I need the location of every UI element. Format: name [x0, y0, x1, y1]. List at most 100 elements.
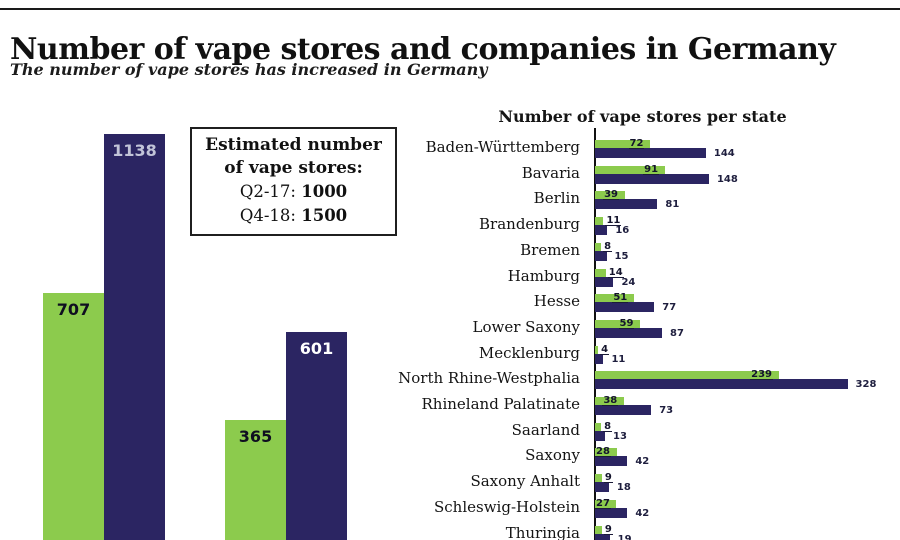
- state-navy-bar: [595, 379, 848, 390]
- state-green-value-label: 38: [602, 395, 619, 406]
- state-green-bar: [595, 448, 617, 457]
- state-label: Schleswig-Holstein: [434, 497, 580, 516]
- state-label: Bremen: [520, 240, 580, 259]
- estimate-entry-q4-18: Q4-18: 1500: [192, 204, 395, 228]
- state-navy-bar: [595, 148, 706, 158]
- state-navy-value-label: 16: [615, 225, 630, 237]
- state-label: Hesse: [533, 292, 580, 311]
- state-label: Lower Saxony: [472, 317, 581, 336]
- page-title: Number of vape stores and companies in G…: [10, 32, 836, 68]
- state-green-bar: [595, 140, 651, 148]
- state-label: Hamburg: [507, 266, 580, 285]
- state-green-value-label: 14: [607, 266, 624, 278]
- top-divider: [0, 8, 900, 10]
- summary-navy-bar-2-value-label: 601: [299, 339, 334, 359]
- state-label: Baden-Württemberg: [425, 138, 580, 156]
- estimate-box-line1: Estimated number: [205, 135, 382, 155]
- state-green-value-label: 4: [600, 343, 610, 355]
- state-green-bar: [595, 191, 626, 200]
- state-navy-value-label: 24: [621, 276, 636, 288]
- state-navy-bar: [595, 276, 614, 287]
- estimate-box: Estimated number of vape stores: Q2-17: …: [190, 127, 397, 236]
- state-green-bar: [595, 319, 641, 328]
- estimate-entry-label: Q2-17:: [239, 182, 296, 201]
- summary-navy-bar-1-value-label: 1138: [112, 140, 157, 160]
- estimate-entry-value: 1500: [301, 206, 348, 225]
- state-green-value-label: 28: [595, 446, 611, 458]
- page-subtitle: The number of vape stores has increased …: [10, 60, 488, 79]
- state-navy-value-label: 148: [716, 173, 738, 185]
- state-navy-value-label: 42: [635, 507, 650, 519]
- state-green-value-label: 239: [750, 369, 774, 381]
- state-green-bar: [595, 422, 602, 431]
- state-green-bar: [595, 474, 602, 483]
- state-label: Rhineland Palatinate: [421, 395, 581, 413]
- estimate-entry-q2-17: Q2-17: 1000: [192, 180, 395, 204]
- state-green-value-label: 9: [603, 472, 613, 484]
- state-navy-value-label: 144: [713, 148, 735, 159]
- state-green-bar: [595, 268, 606, 277]
- state-label: Thuringia: [505, 523, 580, 540]
- estimate-entry-label: Q4-18:: [239, 206, 296, 225]
- state-green-value-label: 59: [618, 317, 635, 329]
- state-chart-title: Number of vape stores per state: [498, 107, 787, 126]
- state-label: Mecklenburg: [478, 343, 580, 362]
- state-navy-bar: [595, 533, 610, 540]
- state-navy-value-label: 11: [611, 353, 626, 365]
- state-label: North Rhine-Westphalia: [398, 369, 580, 388]
- state-navy-value-label: 13: [613, 430, 627, 442]
- state-green-value-label: 11: [605, 215, 622, 227]
- state-green-bar: [595, 294, 635, 303]
- summary-green-bar-2-value-label: 365: [238, 426, 273, 446]
- state-navy-value-label: 15: [614, 250, 629, 262]
- estimate-box-line2: of vape stores:: [224, 158, 363, 178]
- state-navy-value-label: 19: [617, 533, 632, 540]
- state-label: Brandenburg: [479, 215, 580, 234]
- state-navy-value-label: 87: [669, 327, 684, 339]
- state-navy-bar: [595, 173, 709, 184]
- state-green-bar: [595, 525, 602, 534]
- state-navy-bar: [595, 353, 604, 364]
- state-green-bar: [595, 242, 602, 251]
- estimate-entry-value: 1000: [301, 182, 348, 201]
- state-navy-value-label: 77: [662, 302, 677, 314]
- state-label: Saxony Anhalt: [470, 472, 580, 491]
- state-navy-value-label: 328: [855, 379, 877, 391]
- state-green-bar: [595, 371, 780, 380]
- state-label: Berlin: [533, 189, 580, 208]
- state-navy-bar: [595, 405, 652, 415]
- state-label: Saxony: [525, 446, 580, 465]
- state-navy-bar: [595, 199, 658, 210]
- state-green-bar: [595, 217, 604, 226]
- state-navy-bar: [595, 250, 607, 261]
- state-navy-bar: [595, 507, 628, 518]
- state-green-value-label: 91: [643, 163, 660, 175]
- state-navy-bar: [595, 430, 605, 441]
- state-navy-value-label: 81: [665, 199, 680, 211]
- state-navy-bar: [595, 456, 628, 467]
- state-green-bar: [595, 345, 599, 354]
- state-navy-value-label: 42: [635, 456, 650, 468]
- summary-green-bar-2: [225, 419, 286, 540]
- summary-green-bar-1-value-label: 707: [56, 300, 91, 320]
- state-green-value-label: 27: [595, 497, 611, 509]
- state-label: Bavaria: [521, 163, 580, 182]
- state-green-value-label: 51: [612, 292, 629, 304]
- state-green-value-label: 8: [603, 240, 613, 252]
- state-navy-bar: [595, 482, 609, 493]
- state-green-value-label: 8: [603, 420, 613, 432]
- state-navy-bar: [595, 327, 662, 338]
- state-green-bar: [595, 397, 625, 405]
- summary-green-bar-1: [43, 293, 104, 540]
- state-green-value-label: 9: [603, 523, 613, 535]
- state-green-bar: [595, 165, 666, 174]
- state-green-value-label: 72: [628, 138, 645, 149]
- state-label: Saarland: [511, 420, 580, 439]
- state-green-bar: [595, 499, 616, 508]
- summary-navy-bar-2: [286, 332, 347, 540]
- state-navy-value-label: 18: [616, 482, 631, 494]
- state-navy-value-label: 73: [659, 405, 674, 416]
- state-navy-bar: [595, 302, 655, 313]
- state-navy-bar: [595, 225, 608, 236]
